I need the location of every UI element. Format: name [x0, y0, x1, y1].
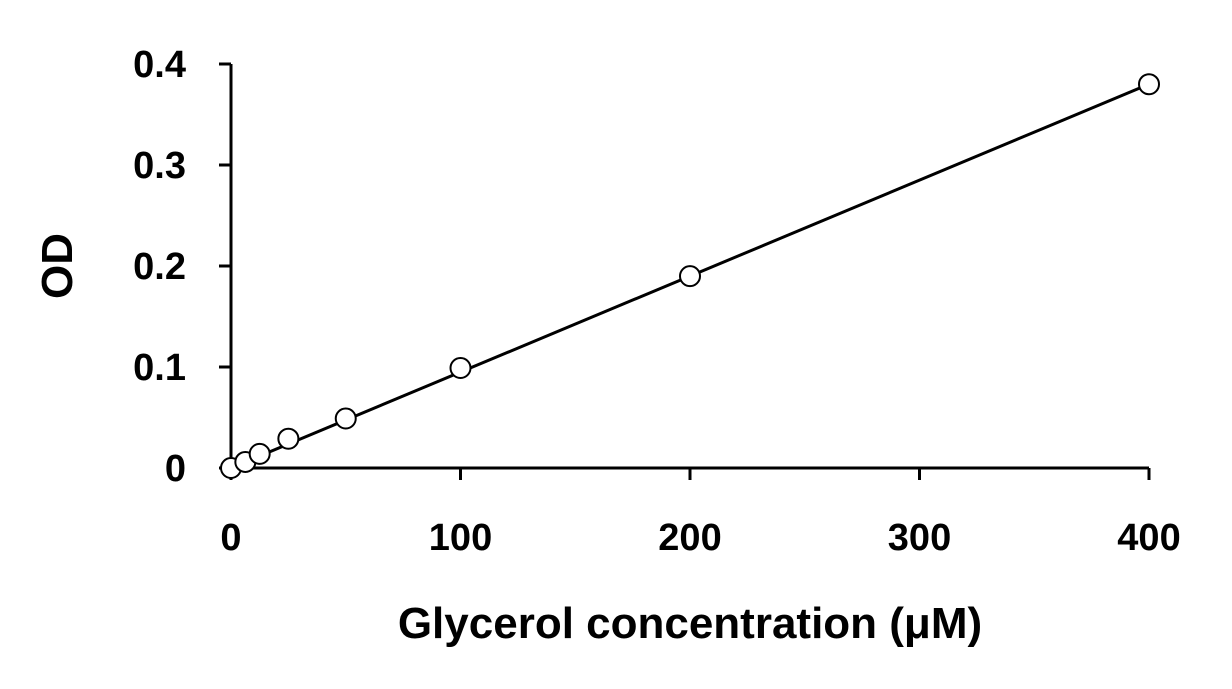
data-point [277, 427, 300, 450]
x-ticks: 0 100 200 300 400 [220, 468, 1181, 559]
x-tick-label: 200 [658, 517, 721, 559]
y-tick-label: 0.3 [133, 145, 186, 187]
x-tick-label: 300 [888, 517, 951, 559]
y-tick-label: 0.1 [133, 347, 186, 389]
data-point [1138, 73, 1160, 96]
x-tick-label: 400 [1117, 517, 1180, 559]
data-point [679, 265, 701, 288]
x-tick-label: 0 [220, 517, 241, 559]
x-axis-title: Glycerol concentration (μM) [398, 599, 982, 648]
data-point [334, 407, 357, 430]
y-tick-label: 0.2 [133, 246, 186, 288]
data-points [220, 73, 1160, 479]
y-axis-title: OD [33, 233, 82, 299]
x-tick-label: 100 [429, 517, 492, 559]
y-ticks: 0 0.1 0.2 0.3 0.4 [133, 44, 231, 490]
data-point [449, 357, 472, 380]
y-tick-label: 0 [165, 448, 186, 490]
data-point [248, 442, 271, 465]
y-tick-label: 0.4 [133, 44, 186, 86]
